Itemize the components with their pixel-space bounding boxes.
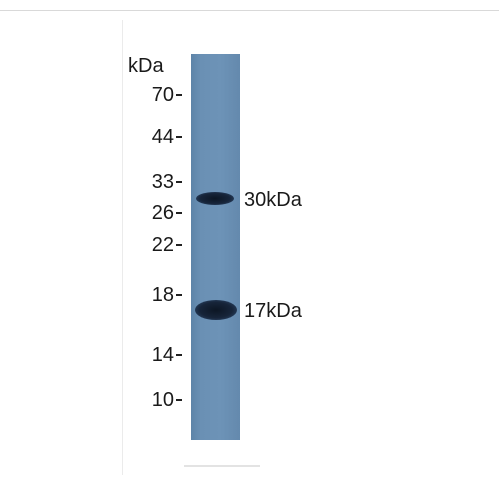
ladder-tick — [176, 399, 182, 401]
ladder-marker-22: 22 — [152, 235, 182, 255]
frame-top-line — [0, 10, 499, 11]
unit-label: kDa — [128, 55, 164, 77]
ladder-tick — [176, 212, 182, 214]
ladder-marker-18: 18 — [152, 285, 182, 305]
band-label-17kda: 17kDa — [244, 300, 302, 322]
ladder-marker-26: 26 — [152, 203, 182, 223]
ladder-label: 33 — [151, 171, 174, 193]
ladder-tick — [176, 181, 182, 183]
ladder-label: 70 — [151, 84, 174, 106]
ladder-tick — [176, 136, 182, 138]
ladder-label: 22 — [151, 234, 174, 256]
ladder-label: 18 — [151, 284, 174, 306]
ladder-tick — [176, 354, 182, 356]
ladder-marker-33: 33 — [152, 172, 182, 192]
band-30kda — [196, 192, 234, 205]
ladder-tick — [176, 94, 182, 96]
band-label-30kda: 30kDa — [244, 189, 302, 211]
bottom-bar — [184, 465, 260, 467]
ladder-marker-70: 70 — [152, 85, 182, 105]
ladder-label: 26 — [151, 202, 174, 224]
ladder-label: 14 — [151, 344, 174, 366]
ladder-tick — [176, 294, 182, 296]
ladder-marker-10: 10 — [152, 390, 182, 410]
blot-lane — [191, 54, 240, 440]
frame-left-line — [122, 20, 123, 475]
band-17kda — [195, 300, 237, 320]
ladder-label: 10 — [151, 389, 174, 411]
ladder-label: 44 — [151, 126, 174, 148]
ladder-marker-14: 14 — [152, 345, 182, 365]
ladder-tick — [176, 244, 182, 246]
ladder-marker-44: 44 — [152, 127, 182, 147]
